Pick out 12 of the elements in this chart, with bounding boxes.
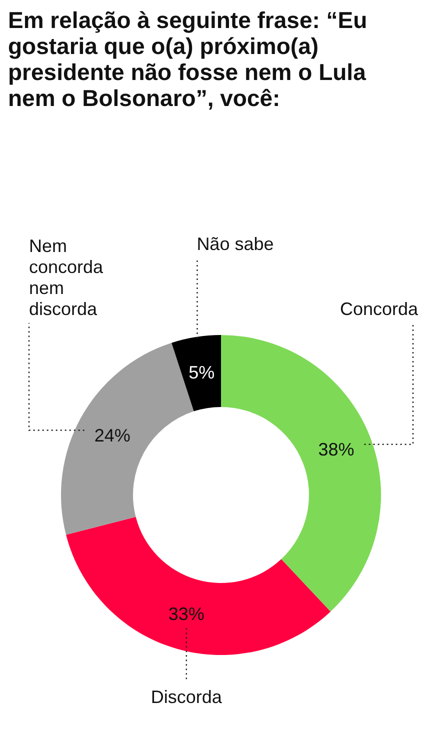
data-label: 24% [94,425,130,446]
slice-label: Não sabe [196,234,274,254]
data-label: 33% [168,604,204,624]
chart-title: Em relação à seguinte frase: “Eu gostaria que o(a) próximo(a) presidente não fosse nem o Lula nem o Bolsonaro”, você: [8,7,368,111]
data-label: 38% [318,439,354,460]
data-label: 5% [188,362,215,383]
slice-label: Concorda [340,299,419,319]
slice-label: Discorda [150,687,223,707]
donut-slice [66,516,331,655]
donut-slice [172,335,221,412]
donut-slice [221,335,381,612]
slice-label: Nem concorda nem discorda [29,236,104,319]
